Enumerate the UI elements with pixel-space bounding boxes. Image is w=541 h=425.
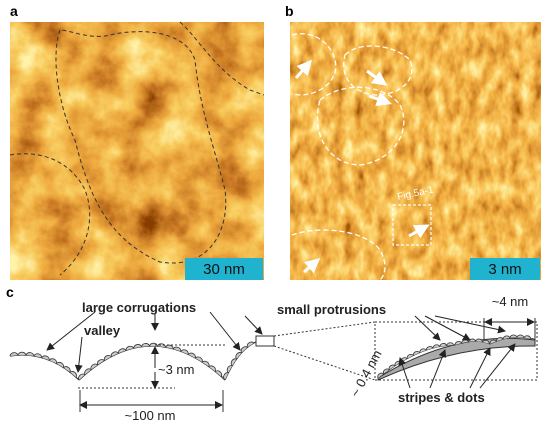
figure: a 30 nm b Fig.5a-1 3 nm c: [0, 0, 541, 425]
scale-label: 3 nm: [488, 261, 521, 278]
annotation: small protrusions: [277, 302, 386, 317]
profile: [10, 342, 256, 380]
protrusion: [209, 366, 216, 372]
panel-label: a: [10, 3, 18, 19]
annotation: ~ 0.4 nm: [347, 347, 384, 399]
scale-label: 30 nm: [203, 261, 245, 278]
annotation: large corrugations: [82, 300, 196, 315]
annotation: ~3 nm: [158, 362, 195, 377]
panel-label: b: [285, 3, 294, 19]
protrusion: [236, 353, 242, 360]
protrusion: [510, 335, 517, 338]
protrusion: [70, 372, 76, 378]
protrusion: [247, 342, 254, 347]
protrusion: [447, 343, 454, 346]
protrusion: [97, 360, 104, 365]
annotation: valley: [84, 323, 121, 338]
protrusion: [57, 362, 64, 367]
protrusion: [104, 355, 111, 360]
protrusion: [231, 359, 236, 366]
protrusion: [202, 361, 209, 366]
stm-image: [10, 22, 264, 280]
protrusion: [63, 367, 70, 372]
zoom-line: [78, 322, 537, 388]
protrusion: [407, 354, 413, 358]
protrusion: [426, 347, 433, 351]
stm-image: [290, 22, 541, 280]
protrusion: [195, 357, 202, 362]
protrusion: [401, 358, 407, 362]
protrusion: [85, 369, 91, 375]
zoom-box: [256, 336, 274, 346]
protrusion: [241, 347, 247, 353]
annotation: ~4 nm: [492, 294, 529, 309]
protrusion: [91, 364, 98, 370]
panel-label: c: [6, 284, 14, 300]
protrusion: [227, 366, 232, 373]
protrusion: [18, 352, 26, 355]
protrusion: [188, 353, 195, 358]
protrusion: [79, 374, 85, 380]
protrusion: [215, 371, 221, 377]
protrusion: [173, 347, 181, 351]
protrusion: [517, 335, 524, 338]
annotation: stripes & dots: [398, 390, 485, 405]
page: {"panels": { "a": {"label": "a", "scale_…: [0, 0, 541, 425]
annotation: ~100 nm: [125, 408, 176, 423]
